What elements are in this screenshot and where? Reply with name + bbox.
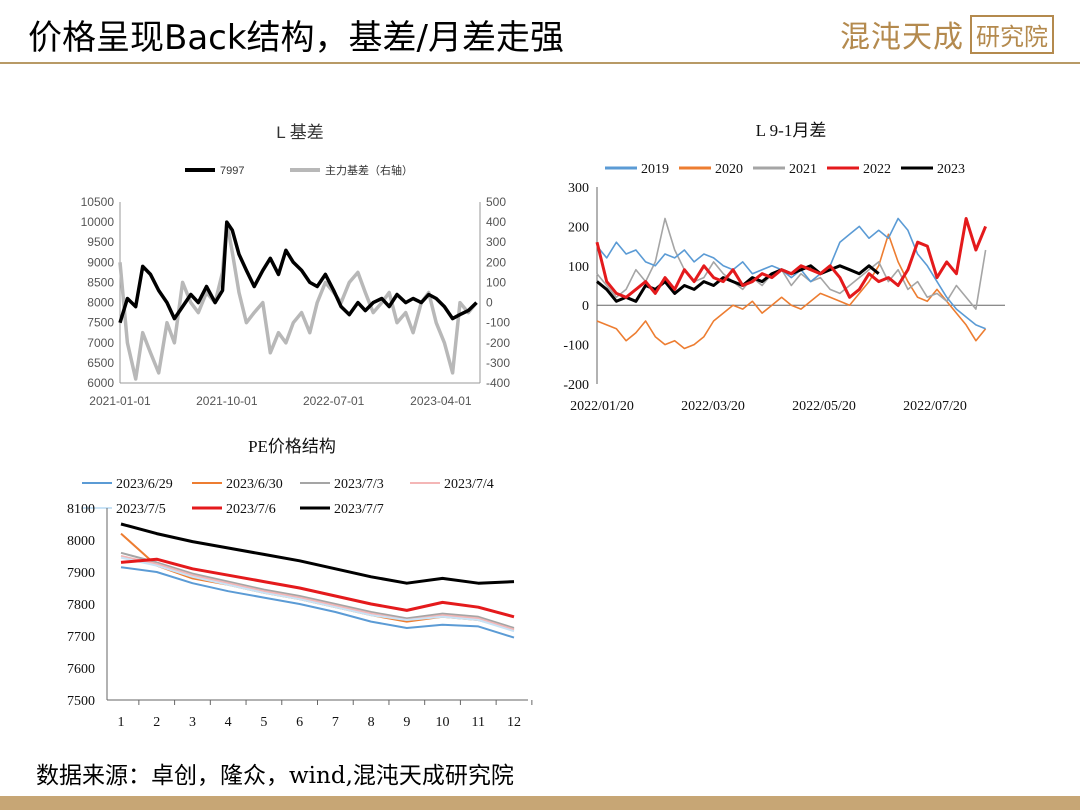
header-divider bbox=[0, 62, 1080, 64]
x-tick-label: 2022/01/20 bbox=[570, 399, 634, 414]
y-right-tick-label: 400 bbox=[486, 215, 506, 229]
y-tick-label: 7700 bbox=[67, 630, 95, 645]
y-left-tick-label: 7500 bbox=[87, 316, 114, 330]
legend-label: 7997 bbox=[220, 165, 244, 177]
x-tick-label: 2022-07-01 bbox=[303, 394, 365, 408]
x-tick-label: 3 bbox=[189, 715, 196, 730]
legend-label: 2023/7/3 bbox=[334, 477, 384, 492]
logo-box-text: 研究院 bbox=[970, 14, 1054, 54]
y-right-tick-label: -200 bbox=[486, 336, 510, 350]
x-tick-label: 9 bbox=[403, 715, 410, 730]
y-left-tick-label: 6500 bbox=[87, 356, 114, 370]
y-tick-label: 7600 bbox=[67, 662, 95, 677]
legend-label: 2020 bbox=[715, 162, 743, 177]
basis-chart: L 基差 7997 主力基差（右轴） 6000 6500 7000 7500 8000 8500… bbox=[81, 123, 511, 408]
series-line-2023-7-5 bbox=[120, 556, 515, 633]
y-left-tick-label: 9000 bbox=[87, 255, 114, 269]
series-line-2021 bbox=[596, 217, 987, 310]
y-tick-label: 7800 bbox=[67, 598, 95, 613]
y-tick-label: 8000 bbox=[67, 534, 95, 549]
y-left-tick-label: 8000 bbox=[87, 296, 114, 310]
series-line-2020 bbox=[596, 233, 987, 350]
x-tick-label: 2022/05/20 bbox=[792, 399, 856, 414]
y-right-tick-label: -400 bbox=[486, 376, 510, 390]
series-line-2023-7-7 bbox=[120, 522, 515, 585]
legend-label: 2023/6/29 bbox=[116, 477, 173, 492]
chart-title: L 基差 bbox=[276, 123, 324, 142]
x-tick-label: 11 bbox=[472, 715, 485, 730]
y-right-tick-label: 100 bbox=[486, 275, 506, 289]
series-line-2019 bbox=[596, 217, 986, 330]
y-tick-label: 0 bbox=[582, 299, 589, 314]
legend-label: 2022 bbox=[863, 162, 891, 177]
series-line-2022 bbox=[595, 217, 987, 299]
series-line-price bbox=[118, 220, 478, 324]
y-left-tick-label: 6000 bbox=[87, 376, 114, 390]
y-tick-label: -100 bbox=[563, 339, 589, 354]
legend-label: 2023/7/5 bbox=[116, 502, 166, 517]
chart-title: PE价格结构 bbox=[248, 437, 336, 456]
legend-label: 2023/6/30 bbox=[226, 477, 283, 492]
legend-label: 2019 bbox=[641, 162, 669, 177]
y-tick-label: 200 bbox=[568, 220, 589, 235]
x-tick-label: 8 bbox=[368, 715, 375, 730]
footer-bar bbox=[0, 796, 1080, 810]
y-tick-label: -200 bbox=[563, 378, 589, 393]
y-tick-label: 7500 bbox=[67, 694, 95, 709]
x-tick-label: 2023-04-01 bbox=[410, 394, 472, 408]
chart-title: L 9-1月差 bbox=[756, 121, 827, 140]
y-tick-label: 100 bbox=[568, 260, 589, 275]
series-line-2023-7-4 bbox=[120, 555, 515, 631]
y-right-tick-label: 0 bbox=[486, 296, 493, 310]
y-right-tick-label: 500 bbox=[486, 195, 506, 209]
x-tick-label: 12 bbox=[507, 715, 521, 730]
y-right-tick-label: 200 bbox=[486, 255, 506, 269]
spread-chart: L 9-1月差 2019 2020 2021 2022 2023 -200 -100 0 100 2… bbox=[563, 121, 1005, 414]
x-tick-label: 2021-10-01 bbox=[196, 394, 258, 408]
x-tick-label: 5 bbox=[260, 715, 267, 730]
series-line-basis bbox=[118, 220, 478, 381]
x-tick-label: 2022/07/20 bbox=[903, 399, 967, 414]
legend-label: 主力基差（右轴） bbox=[325, 163, 413, 177]
series-line-2023-6-29 bbox=[120, 566, 515, 639]
series-line-2023-7-6 bbox=[120, 557, 515, 619]
x-tick-label: 2022/03/20 bbox=[681, 399, 745, 414]
y-left-tick-label: 9500 bbox=[87, 235, 114, 249]
brand-logo: 混沌天成 研究院 bbox=[840, 14, 1054, 55]
x-tick-label: 2021-01-01 bbox=[89, 394, 151, 408]
legend-label: 2021 bbox=[789, 162, 817, 177]
y-left-tick-label: 8500 bbox=[87, 275, 114, 289]
page-title: 价格呈现Back结构，基差/月差走强 bbox=[28, 18, 564, 58]
y-tick-label: 7900 bbox=[67, 566, 95, 581]
y-left-tick-label: 10500 bbox=[81, 195, 115, 209]
y-tick-label: 8100 bbox=[67, 502, 95, 517]
y-left-tick-label: 10000 bbox=[81, 215, 115, 229]
series-line-2023-7-3 bbox=[120, 551, 515, 629]
x-tick-label: 4 bbox=[225, 715, 232, 730]
y-tick-label: 300 bbox=[568, 181, 589, 196]
x-tick-label: 2 bbox=[153, 715, 160, 730]
y-right-tick-label: -300 bbox=[486, 356, 510, 370]
x-tick-label: 10 bbox=[436, 715, 450, 730]
legend-label: 2023/7/4 bbox=[444, 477, 494, 492]
data-source-note: 数据来源：卓创，隆众，wind,混沌天成研究院 bbox=[36, 763, 514, 789]
logo-main-text: 混沌天成 bbox=[840, 20, 964, 55]
legend-label: 2023/7/7 bbox=[334, 502, 384, 517]
x-tick-label: 6 bbox=[296, 715, 303, 730]
legend-label: 2023 bbox=[937, 162, 965, 177]
y-right-tick-label: 300 bbox=[486, 235, 506, 249]
y-right-tick-label: -100 bbox=[486, 316, 510, 330]
y-left-tick-label: 7000 bbox=[87, 336, 114, 350]
legend-label: 2023/7/6 bbox=[226, 502, 276, 517]
x-tick-label: 1 bbox=[118, 715, 125, 730]
x-tick-label: 7 bbox=[332, 715, 339, 730]
pe-structure-chart: PE价格结构 2023/6/29 2023/6/30 2023/7/3 2023/7/4… bbox=[67, 437, 533, 730]
